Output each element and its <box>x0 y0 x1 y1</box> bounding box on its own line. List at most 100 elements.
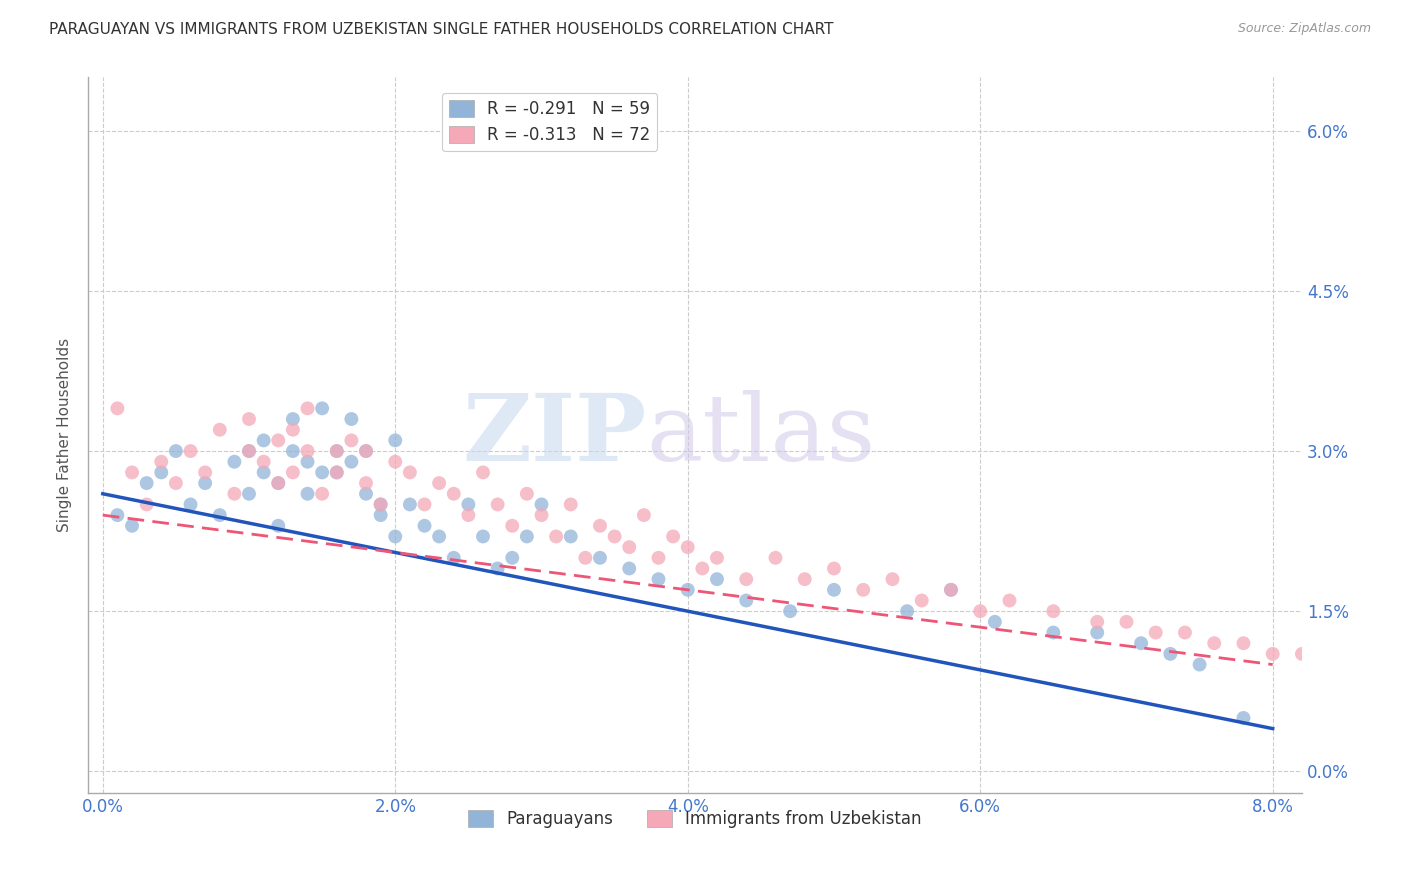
Point <box>546 529 568 543</box>
Point <box>472 466 495 480</box>
Point <box>706 550 728 565</box>
Point <box>443 550 465 565</box>
Point <box>1144 625 1167 640</box>
Point <box>501 550 523 565</box>
Point <box>105 508 128 522</box>
Point <box>633 508 655 522</box>
Point <box>1291 647 1313 661</box>
Point <box>121 518 143 533</box>
Point <box>1115 615 1137 629</box>
Point <box>326 444 349 458</box>
Point <box>1232 711 1254 725</box>
Point <box>340 434 363 448</box>
Point <box>253 455 276 469</box>
Point <box>267 518 290 533</box>
Point <box>370 498 392 512</box>
Point <box>1378 668 1400 682</box>
Legend: Paraguayans, Immigrants from Uzbekistan: Paraguayans, Immigrants from Uzbekistan <box>461 803 928 834</box>
Point <box>370 498 392 512</box>
Point <box>135 498 157 512</box>
Point <box>267 434 290 448</box>
Point <box>238 412 260 426</box>
Point <box>882 572 904 586</box>
Point <box>1188 657 1211 672</box>
Point <box>384 434 406 448</box>
Point <box>165 476 187 491</box>
Point <box>326 466 349 480</box>
Point <box>267 476 290 491</box>
Point <box>399 498 422 512</box>
Point <box>969 604 991 618</box>
Point <box>662 529 685 543</box>
Point <box>326 466 349 480</box>
Point <box>311 401 333 416</box>
Point <box>208 508 231 522</box>
Point <box>413 518 436 533</box>
Point <box>354 444 377 458</box>
Point <box>370 508 392 522</box>
Point <box>253 434 276 448</box>
Point <box>676 582 699 597</box>
Point <box>340 412 363 426</box>
Point <box>1204 636 1226 650</box>
Point <box>779 604 801 618</box>
Text: atlas: atlas <box>647 390 876 480</box>
Point <box>194 466 217 480</box>
Point <box>354 444 377 458</box>
Point <box>1261 647 1284 661</box>
Point <box>384 455 406 469</box>
Point <box>735 593 758 607</box>
Text: Source: ZipAtlas.com: Source: ZipAtlas.com <box>1237 22 1371 36</box>
Point <box>1232 636 1254 650</box>
Point <box>150 466 173 480</box>
Point <box>530 508 553 522</box>
Point <box>1085 615 1108 629</box>
Point <box>281 423 304 437</box>
Point <box>486 498 509 512</box>
Point <box>281 466 304 480</box>
Point <box>896 604 918 618</box>
Point <box>427 529 450 543</box>
Point <box>297 401 319 416</box>
Point <box>619 561 641 575</box>
Point <box>911 593 934 607</box>
Point <box>311 466 333 480</box>
Point <box>939 582 962 597</box>
Point <box>560 498 582 512</box>
Point <box>823 582 845 597</box>
Point <box>619 540 641 554</box>
Point <box>457 508 479 522</box>
Point <box>852 582 875 597</box>
Point <box>1159 647 1181 661</box>
Point <box>208 423 231 437</box>
Point <box>998 593 1021 607</box>
Point <box>1174 625 1197 640</box>
Point <box>939 582 962 597</box>
Point <box>135 476 157 491</box>
Point <box>647 572 669 586</box>
Point <box>486 561 509 575</box>
Point <box>1085 625 1108 640</box>
Point <box>735 572 758 586</box>
Point <box>340 455 363 469</box>
Point <box>501 518 523 533</box>
Point <box>297 455 319 469</box>
Point <box>224 455 246 469</box>
Point <box>1042 625 1064 640</box>
Point <box>399 466 422 480</box>
Point <box>180 498 202 512</box>
Point <box>238 444 260 458</box>
Point <box>1320 657 1343 672</box>
Point <box>706 572 728 586</box>
Point <box>516 529 538 543</box>
Point <box>238 487 260 501</box>
Y-axis label: Single Father Households: Single Father Households <box>58 338 72 533</box>
Point <box>311 487 333 501</box>
Point <box>384 529 406 543</box>
Point <box>267 476 290 491</box>
Point <box>589 518 612 533</box>
Point <box>150 455 173 469</box>
Point <box>427 476 450 491</box>
Point <box>984 615 1007 629</box>
Text: PARAGUAYAN VS IMMIGRANTS FROM UZBEKISTAN SINGLE FATHER HOUSEHOLDS CORRELATION CH: PARAGUAYAN VS IMMIGRANTS FROM UZBEKISTAN… <box>49 22 834 37</box>
